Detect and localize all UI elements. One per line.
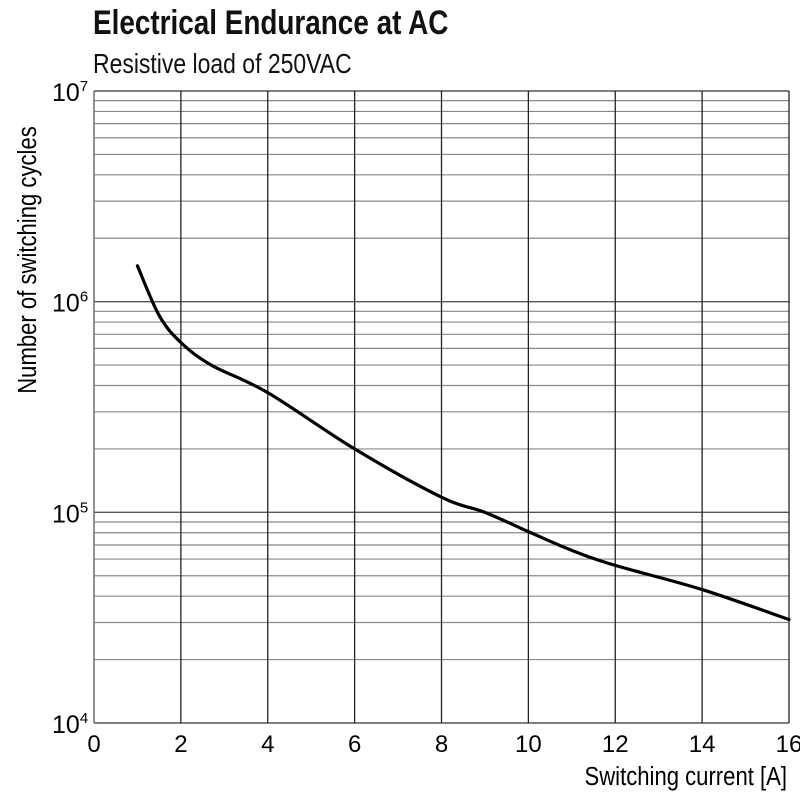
y-tick-base: 10 (52, 79, 80, 107)
series-line (135, 264, 791, 622)
x-tick-label: 14 (689, 731, 716, 758)
x-tick-label: 10 (515, 731, 542, 758)
chart-title: Electrical Endurance at AC (93, 4, 449, 42)
y-tick-label: 106 (52, 289, 88, 318)
y-tick-label: 104 (52, 710, 88, 739)
y-axis-label: Number of switching cycles (13, 126, 42, 394)
x-tick-label: 12 (602, 731, 629, 758)
x-tick-label: 0 (87, 731, 100, 758)
y-tick-exponent: 6 (80, 289, 88, 306)
chart-subtitle: Resistive load of 250VAC (93, 48, 352, 79)
y-tick-exponent: 7 (80, 78, 88, 95)
x-tick-label: 6 (348, 731, 361, 758)
x-tick-label: 8 (435, 731, 448, 758)
y-tick-base: 10 (52, 290, 80, 318)
x-tick-label: 16 (776, 731, 800, 758)
y-tick-exponent: 4 (80, 710, 88, 727)
y-tick-label: 107 (52, 78, 88, 107)
x-tick-label: 2 (174, 731, 187, 758)
grid (93, 90, 790, 724)
y-tick-exponent: 5 (80, 499, 88, 516)
y-tick-base: 10 (52, 711, 80, 739)
y-tick-base: 10 (52, 500, 80, 528)
y-tick-label: 105 (52, 499, 88, 528)
x-axis-label: Switching current [A] (584, 762, 787, 791)
x-tick-label: 4 (261, 731, 274, 758)
